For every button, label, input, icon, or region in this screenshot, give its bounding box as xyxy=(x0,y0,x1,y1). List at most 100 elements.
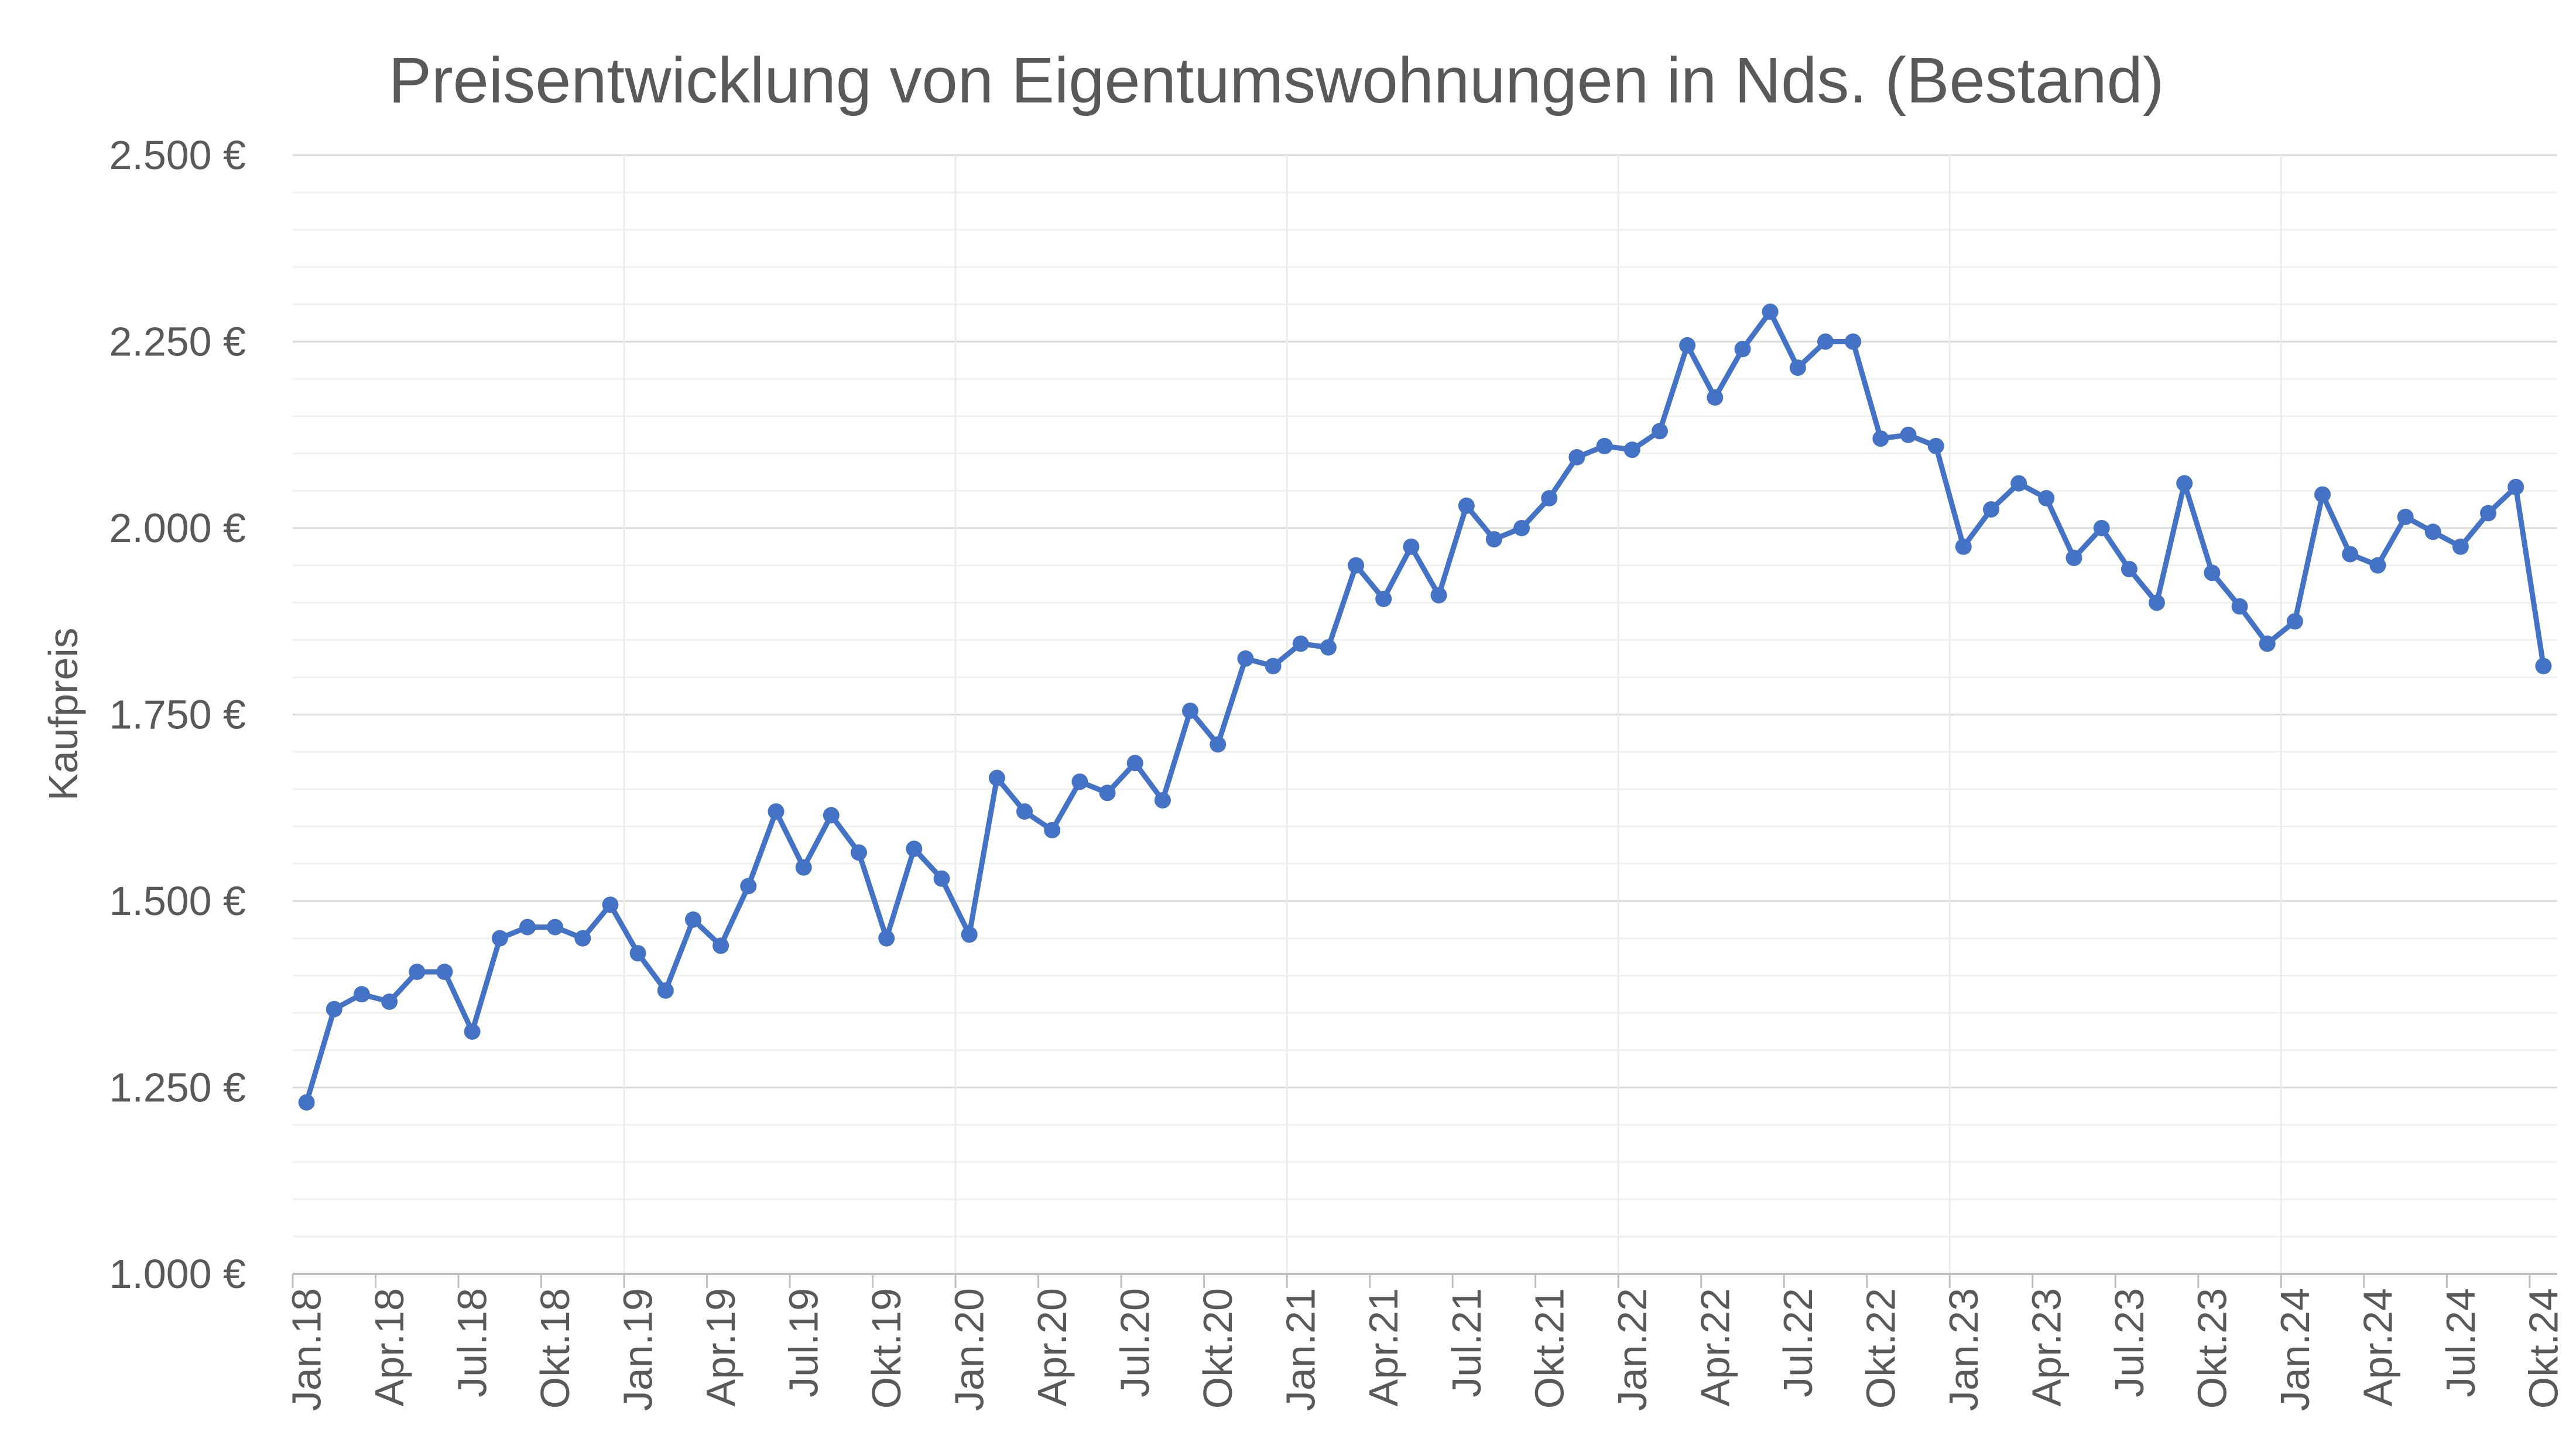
x-tick-label: Okt.19 xyxy=(864,1288,909,1409)
y-axis-tick-labels: 1.000 € 1.250 € 1.500 € 1.750 € 2.000 € 2.250… xyxy=(109,132,246,1297)
data-point xyxy=(878,930,895,947)
data-point xyxy=(685,911,701,928)
data-point xyxy=(2259,635,2276,652)
series-line-kaufpreis xyxy=(304,309,2546,1104)
x-tick-label: Apr.23 xyxy=(2023,1288,2069,1406)
data-point xyxy=(1016,803,1033,820)
data-point xyxy=(491,930,508,947)
data-point xyxy=(1927,437,1944,454)
x-tick-label: Jan.24 xyxy=(2272,1288,2318,1411)
x-tick-label: Okt.21 xyxy=(1526,1288,1572,1409)
x-tick-label: Jul.20 xyxy=(1112,1288,1158,1397)
data-point-markers xyxy=(298,303,2552,1111)
x-tick-label: Jan.22 xyxy=(1609,1288,1655,1411)
data-point xyxy=(1541,490,1558,506)
data-point xyxy=(2369,557,2386,574)
data-point xyxy=(1679,337,1696,354)
data-point xyxy=(574,930,591,947)
data-point xyxy=(1845,333,1862,350)
data-point xyxy=(1762,303,1779,320)
data-point xyxy=(2397,508,2414,525)
data-point xyxy=(1375,591,1392,607)
x-tick-label: Jan.21 xyxy=(1278,1288,1324,1411)
x-tick-label: Apr.21 xyxy=(1361,1288,1406,1406)
data-point xyxy=(1265,657,1282,674)
data-point xyxy=(1237,650,1254,667)
data-point xyxy=(2093,520,2110,536)
data-point xyxy=(1817,333,1834,350)
data-point xyxy=(657,982,674,999)
data-point xyxy=(1430,587,1447,604)
data-point xyxy=(464,1023,481,1040)
data-point xyxy=(2065,550,2082,566)
data-point xyxy=(1044,822,1061,838)
y-tick-label: 1.250 € xyxy=(109,1065,246,1111)
data-point xyxy=(2121,561,2137,578)
data-point xyxy=(2508,478,2524,495)
data-point xyxy=(1485,531,1502,548)
x-tick-label: Apr.18 xyxy=(366,1288,412,1406)
data-point xyxy=(436,964,453,980)
data-point xyxy=(2286,613,2303,630)
y-tick-label: 2.500 € xyxy=(109,132,246,178)
x-tick-label: Okt.23 xyxy=(2189,1288,2235,1409)
y-tick-label: 1.500 € xyxy=(109,878,246,924)
data-point xyxy=(326,1001,342,1018)
x-tick-label: Jul.22 xyxy=(1775,1288,1821,1397)
y-tick-label: 1.000 € xyxy=(109,1251,246,1297)
data-point xyxy=(1182,703,1198,720)
x-tick-label: Jul.21 xyxy=(1444,1288,1489,1397)
data-point xyxy=(1983,501,1999,518)
data-point xyxy=(1707,389,1724,406)
data-point xyxy=(1071,773,1088,790)
x-tick-label: Jul.19 xyxy=(781,1288,827,1397)
x-axis-tick-labels: Jan.18 Apr.18 Jul.18 Okt.18 Jan.19 Apr.19 Jul.… xyxy=(284,1288,2567,1411)
x-tick-label: Okt.22 xyxy=(1858,1288,1903,1409)
x-tick-label: Jan.19 xyxy=(615,1288,661,1411)
data-point xyxy=(933,870,950,887)
data-point xyxy=(1210,736,1227,753)
x-tick-label: Apr.20 xyxy=(1029,1288,1075,1406)
x-tick-label: Okt.20 xyxy=(1195,1288,1241,1409)
y-tick-label: 1.750 € xyxy=(109,692,246,738)
data-point xyxy=(988,769,1005,786)
x-tick-label: Jul.18 xyxy=(450,1288,495,1397)
data-point xyxy=(2010,475,2027,492)
y-axis-label: Kaufpreis xyxy=(40,628,86,801)
data-point xyxy=(2204,564,2221,581)
x-tick-label: Okt.18 xyxy=(532,1288,578,1409)
data-point xyxy=(2452,538,2469,555)
data-point xyxy=(1320,639,1337,656)
data-point xyxy=(1292,635,1309,652)
x-tick-label: Apr.19 xyxy=(698,1288,744,1406)
x-tick-label: Jul.23 xyxy=(2106,1288,2152,1397)
data-point xyxy=(547,919,564,936)
data-point xyxy=(1348,557,1365,574)
data-point xyxy=(1403,538,1420,555)
data-point xyxy=(2314,486,2331,503)
data-point xyxy=(1955,538,1972,555)
data-point xyxy=(1596,437,1613,454)
chart-title: Preisentwicklung von Eigentumswohnungen … xyxy=(389,44,2164,117)
data-point xyxy=(1789,359,1806,376)
y-tick-label: 2.000 € xyxy=(109,505,246,551)
x-tick-label: Apr.22 xyxy=(1692,1288,1738,1406)
data-point xyxy=(519,919,536,936)
y-tick-label: 2.250 € xyxy=(109,319,246,365)
data-point xyxy=(2480,505,2497,522)
data-point xyxy=(1623,441,1640,458)
data-point xyxy=(1900,426,1917,443)
x-axis-ticks xyxy=(292,1274,2531,1288)
x-tick-label: Apr.24 xyxy=(2355,1288,2400,1406)
data-point xyxy=(409,964,426,980)
data-point xyxy=(2342,546,2359,563)
data-point xyxy=(1568,449,1585,465)
data-point xyxy=(298,1094,315,1111)
data-point xyxy=(2176,475,2193,492)
data-point xyxy=(1154,792,1171,809)
data-point xyxy=(602,896,619,913)
data-point xyxy=(2535,657,2552,674)
data-point xyxy=(906,840,923,857)
data-point xyxy=(381,994,398,1010)
